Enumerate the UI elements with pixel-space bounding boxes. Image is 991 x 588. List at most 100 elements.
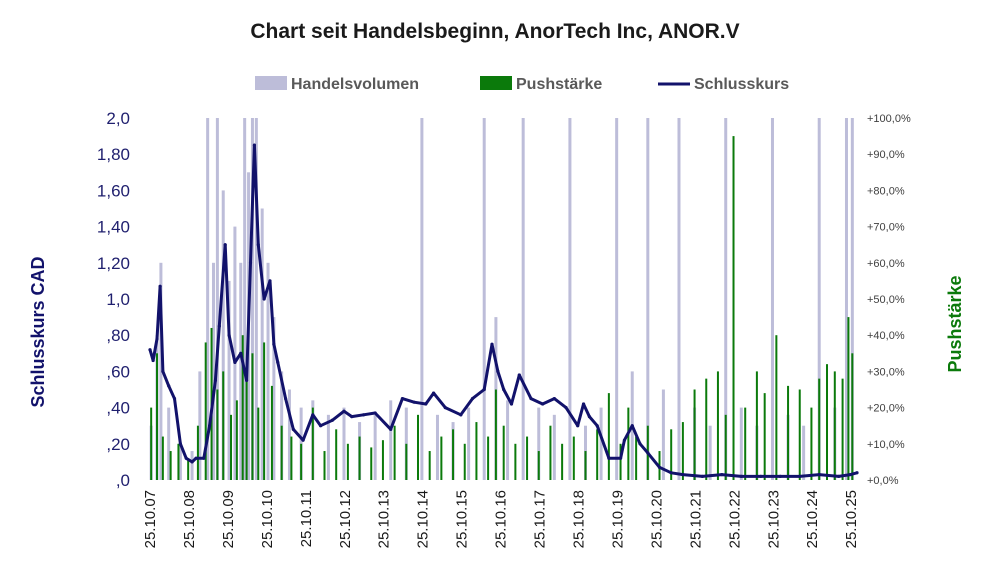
push-bar (584, 451, 587, 480)
price-point (657, 465, 662, 469)
price-point (161, 369, 165, 373)
x-tick-label: 25.10.15 (454, 490, 471, 548)
push-bar (463, 443, 466, 480)
push-bar (300, 443, 303, 480)
push-bar (440, 436, 443, 480)
push-bar (619, 443, 622, 480)
chart-title: Chart seit Handelsbeginn, AnorTech Inc, … (250, 20, 739, 43)
push-bar (561, 443, 564, 480)
push-bar (196, 425, 199, 480)
push-bar (744, 407, 747, 480)
price-point (301, 438, 305, 442)
x-tick-label: 25.10.18 (571, 490, 588, 548)
y-left-tick-label: ,80 (106, 326, 130, 345)
price-point (576, 424, 580, 428)
x-tick-label: 25.10.16 (493, 490, 510, 548)
volume-bar (211, 262, 215, 480)
x-tick-label: 25.10.10 (259, 490, 276, 548)
price-point (272, 342, 276, 346)
x-tick-label: 25.10.14 (415, 490, 432, 548)
price-point (217, 324, 221, 328)
volume-bar (552, 414, 556, 480)
volume-bar (167, 407, 171, 480)
x-tick-label: 25.10.19 (609, 490, 626, 548)
price-point (361, 413, 366, 417)
volume-bar (178, 443, 182, 480)
volume-bar (260, 208, 264, 480)
price-point (459, 413, 463, 417)
price-point (319, 424, 323, 428)
push-bar (670, 429, 673, 480)
push-bar (245, 378, 248, 480)
price-point (470, 396, 475, 401)
price-point (291, 427, 295, 431)
price-point (233, 360, 237, 364)
price-point (213, 378, 218, 383)
push-bar (607, 393, 610, 480)
price-point (311, 413, 315, 417)
volume-bar (266, 262, 270, 480)
price-point (167, 384, 171, 388)
push-bar (798, 389, 801, 480)
push-bar (787, 385, 790, 480)
push-bar (416, 414, 419, 480)
push-bar (818, 378, 821, 480)
price-point (178, 442, 182, 446)
y-axis-right: +0,0% +10,0% +20,0% +30,0% +40,0% +50,0% +60,0… (867, 113, 911, 487)
x-axis: 25.10.07 25.10.08 25.10.09 25.10.10 25.10.11… (142, 490, 860, 548)
price-point (564, 406, 568, 410)
x-tick-label: 25.10.13 (376, 490, 393, 548)
push-bar (235, 400, 238, 480)
push-bar (494, 389, 497, 480)
price-line (148, 143, 858, 478)
push-bar (150, 407, 153, 480)
price-point (350, 415, 354, 419)
price-point (669, 471, 673, 475)
y-left-tick-label: 1,60 (97, 181, 130, 200)
volume-bar (646, 118, 650, 480)
push-bar (290, 436, 293, 480)
volume-bar (817, 118, 821, 480)
price-point (517, 373, 521, 377)
push-bar (161, 436, 164, 480)
x-tick-label: 25.10.21 (687, 490, 704, 548)
push-bar (732, 136, 735, 480)
push-bar (241, 335, 244, 480)
price-line-group (148, 143, 859, 478)
price-point (276, 360, 280, 364)
y-left-tick-label: 1,20 (97, 254, 130, 273)
push-bar (716, 371, 719, 480)
price-point (496, 369, 500, 373)
y-axis-left-label: Schlusskurs CAD (28, 256, 48, 407)
push-bar (204, 342, 207, 480)
volume-bar (599, 407, 603, 480)
price-point (400, 396, 405, 401)
price-point (587, 415, 591, 419)
price-point (595, 424, 599, 428)
volume-bar (802, 425, 806, 480)
volume-bar (233, 226, 237, 480)
price-point (630, 424, 634, 428)
push-bar (627, 407, 630, 480)
volume-bar (482, 118, 486, 480)
price-point (389, 427, 393, 431)
y-right-tick-label: +40,0% (867, 330, 905, 342)
push-bar (335, 429, 338, 480)
push-bar (428, 451, 431, 480)
volume-bar (568, 118, 572, 480)
volume-bar (420, 118, 424, 480)
volume-bar (435, 414, 439, 480)
y-left-tick-label: ,40 (106, 399, 130, 418)
price-point (194, 456, 198, 460)
push-bar (635, 436, 638, 480)
push-bar (393, 425, 396, 480)
push-bar (370, 447, 373, 480)
price-point (502, 387, 506, 392)
push-bar (187, 458, 190, 480)
price-point (778, 474, 782, 478)
volume-bar (739, 407, 743, 480)
push-bar (222, 371, 225, 480)
price-point (837, 474, 841, 478)
push-bar (763, 393, 766, 480)
